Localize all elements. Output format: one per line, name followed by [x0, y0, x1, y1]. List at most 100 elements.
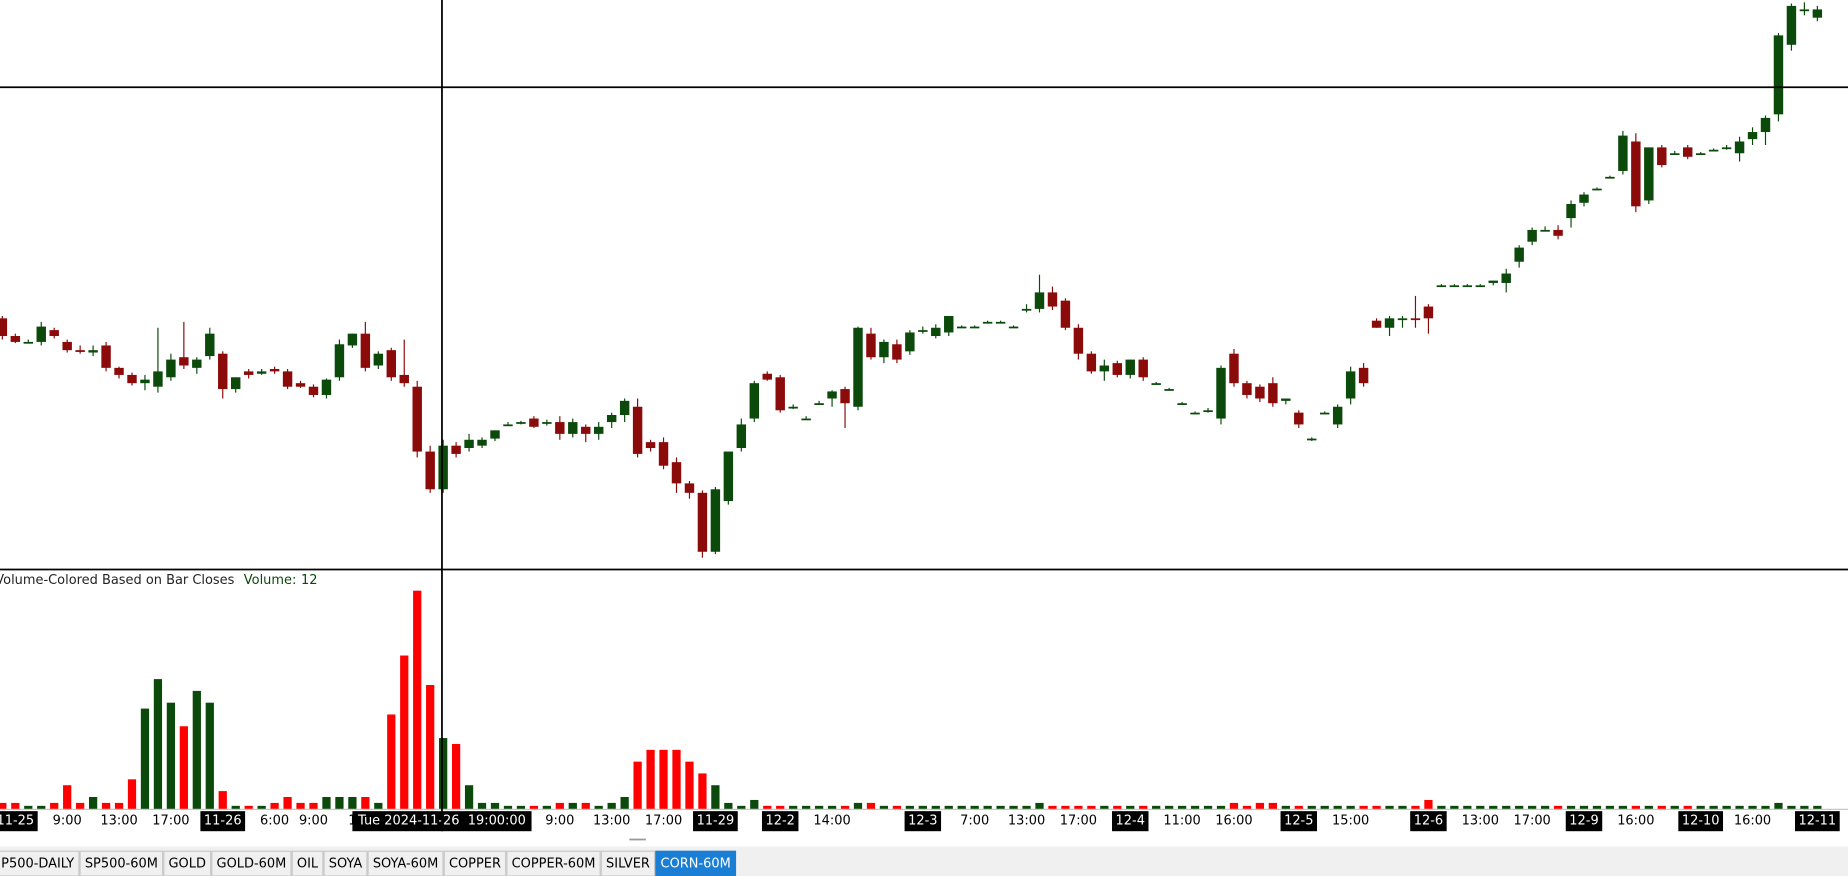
tab-label[interactable]: P500-DAILY	[1, 857, 74, 872]
volume-bar	[114, 802, 124, 809]
volume-bar	[464, 785, 474, 809]
volume-bar	[1242, 805, 1252, 809]
tab-background[interactable]	[79, 850, 164, 876]
volume-bar	[1515, 805, 1524, 809]
candle-body	[438, 445, 448, 490]
volume-bar	[101, 802, 111, 809]
tab-background[interactable]	[367, 850, 444, 876]
tab-label[interactable]: COPPER	[449, 857, 501, 872]
volume-bar	[1152, 805, 1161, 809]
time-label: 11:00	[1163, 814, 1200, 829]
indicator-readout: Volume-Colored Based on Bar Closes Volume…	[0, 573, 318, 588]
volume-bar	[0, 802, 7, 809]
volume-bar	[568, 802, 577, 809]
tab-label[interactable]: GOLD-60M	[217, 857, 287, 872]
symbol-tab[interactable]: GOLD-60M	[211, 850, 292, 876]
tab-label[interactable]: SILVER	[606, 857, 650, 872]
tab-background[interactable]	[211, 850, 292, 876]
tab-background[interactable]	[506, 850, 601, 876]
volume-bar	[335, 797, 344, 809]
volume-bar	[970, 805, 979, 809]
symbol-tab[interactable]: GOLD	[163, 850, 212, 876]
symbol-tab[interactable]: SILVER	[600, 850, 656, 876]
tab-label[interactable]: SOYA-60M	[373, 857, 439, 872]
time-label: 17:00	[645, 814, 682, 829]
time-label: 13:00	[593, 814, 630, 829]
candle-body	[1268, 383, 1278, 404]
date-label-bg	[904, 811, 942, 832]
tab-background[interactable]	[600, 850, 656, 876]
tab-background[interactable]	[655, 850, 737, 876]
volume-bar	[439, 738, 448, 809]
date-label-bg	[1678, 811, 1724, 832]
volume-bar	[1333, 805, 1342, 809]
time-label: 12-6	[1414, 814, 1443, 829]
tab-label[interactable]: SP500-60M	[85, 857, 158, 872]
volume-bar	[1450, 805, 1459, 809]
symbol-tab[interactable]: SP500-60M	[79, 850, 164, 876]
tab-label[interactable]: GOLD	[169, 857, 206, 872]
tab-background[interactable]	[443, 850, 507, 876]
candle-body	[529, 418, 539, 427]
candle-body	[1786, 5, 1797, 45]
tab-background[interactable]	[323, 850, 368, 876]
candle-body	[788, 406, 798, 409]
volume-bar	[1709, 805, 1718, 809]
tab-background[interactable]	[163, 850, 212, 876]
tab-background[interactable]	[0, 850, 80, 876]
volume-bar	[477, 802, 487, 809]
tab-background[interactable]	[291, 850, 324, 876]
volume-bar	[1605, 805, 1615, 809]
candle-body	[334, 344, 345, 378]
volume-bar	[698, 773, 707, 809]
volume-bar	[1761, 805, 1770, 809]
symbol-tab[interactable]: COPPER-60M	[506, 850, 601, 876]
volume-bar	[1787, 805, 1796, 809]
symbol-tab[interactable]: P500-DAILY	[0, 850, 80, 876]
volume-bar	[1748, 805, 1757, 809]
volume-bar	[1553, 805, 1563, 809]
volume-bar	[789, 805, 798, 809]
symbol-tab[interactable]: COPPER	[443, 850, 507, 876]
volume-bar	[218, 791, 227, 809]
candle-body	[982, 321, 993, 324]
volume-bar	[309, 802, 318, 809]
volume-bar	[1087, 805, 1096, 809]
candle-body	[853, 327, 863, 407]
candle-body	[179, 357, 189, 366]
volume-bar	[1631, 805, 1640, 809]
candle-body	[1644, 147, 1654, 201]
tab-label[interactable]: CORN-60M	[661, 857, 731, 872]
volume-bar	[1813, 805, 1822, 809]
volume-bar	[270, 802, 279, 809]
volume-bar	[1696, 805, 1705, 809]
candle-body	[684, 483, 695, 493]
candle-body	[36, 326, 46, 342]
candle-body	[1164, 389, 1174, 391]
candle-body	[1436, 285, 1447, 288]
volume-bar	[1657, 805, 1666, 809]
symbol-tabs: P500-DAILY SP500-60M GOLD GOLD-60M OIL SOYA SO…	[0, 850, 737, 876]
symbol-tab[interactable]: SOYA-60M	[367, 850, 444, 876]
candle-body	[1384, 318, 1395, 328]
candle-body	[619, 400, 630, 416]
candle-body	[568, 422, 578, 434]
candle-body	[0, 318, 8, 337]
candle-body	[995, 321, 1006, 324]
candle-body	[477, 439, 487, 446]
tab-label[interactable]: COPPER-60M	[512, 857, 596, 872]
volume-bar	[724, 802, 733, 809]
tab-label[interactable]: SOYA	[329, 857, 363, 872]
candle-body	[1773, 35, 1784, 115]
symbol-tab[interactable]: CORN-60M	[655, 850, 737, 876]
candle-body	[1695, 153, 1706, 156]
candle-body	[1812, 9, 1823, 18]
volume-bar	[840, 805, 850, 809]
candle-body	[1242, 383, 1252, 395]
tab-label[interactable]: OIL	[297, 857, 319, 872]
volume-bar	[685, 761, 694, 809]
candle-body	[23, 341, 33, 344]
symbol-tab[interactable]: SOYA	[323, 850, 368, 876]
symbol-tab[interactable]: OIL	[291, 850, 324, 876]
